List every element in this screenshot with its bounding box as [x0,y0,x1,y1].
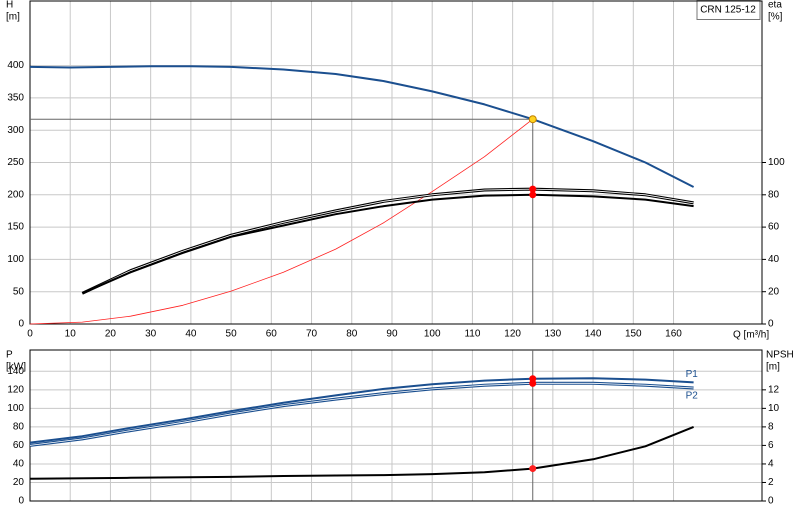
y-tick-label: 100 [7,403,24,414]
x-tick-label: 50 [226,329,238,340]
y-tick-label: 120 [7,384,24,395]
series-line-inner [29,382,694,446]
y-tick-label: 350 [7,93,24,104]
x-tick-label: 160 [665,329,682,340]
duty-marker [529,379,537,387]
x-tick-label: 10 [65,329,77,340]
y-tick-label: 200 [7,189,24,200]
y-axis-unit: [m] [6,12,20,23]
y2-tick-label: 10 [768,403,780,414]
x-tick-label: 140 [585,329,602,340]
y2-axis-label: eta [768,0,782,11]
y2-tick-label: 80 [768,189,780,200]
series-line [29,377,694,444]
y-axis-unit: [kW] [6,362,26,373]
x-tick-label: 150 [625,329,642,340]
y2-tick-label: 8 [768,422,774,433]
x-tick-label: 110 [464,329,480,340]
y2-tick-label: 2 [768,477,774,488]
x-axis-label: Q [m³/h] [733,330,769,341]
y2-tick-label: 4 [768,459,774,470]
y-tick-label: 150 [7,222,24,233]
y-tick-label: 140 [7,366,24,377]
model-label: CRN 125-12 [700,5,756,16]
y-tick-label: 80 [13,422,25,433]
x-tick-label: 80 [346,329,358,340]
x-tick-label: 70 [306,329,318,340]
y-tick-label: 100 [7,254,24,265]
duty-marker [529,191,537,199]
series-line [29,118,533,325]
series-line-inner [82,188,694,294]
y2-tick-label: 0 [768,319,774,330]
series-line [29,425,694,480]
y-tick-label: 40 [13,459,25,470]
series-line [29,65,695,188]
y2-tick-label: 100 [768,157,785,168]
duty-marker [528,115,537,124]
x-tick-label: 120 [504,329,521,340]
x-tick-label: 0 [27,329,33,340]
x-tick-label: 130 [545,329,562,340]
y2-tick-label: 60 [768,222,780,233]
y2-tick-label: 20 [768,286,780,297]
duty-marker [529,185,537,193]
y2-axis-unit: [%] [768,12,783,23]
y-tick-label: 0 [18,319,24,330]
x-tick-label: 40 [185,329,197,340]
series-label: P1 [686,369,699,380]
plot-frame [29,349,763,502]
x-tick-label: 60 [266,329,278,340]
y-axis-label: H [6,0,13,11]
x-tick-label: 30 [145,329,157,340]
y2-tick-label: 40 [768,254,780,265]
y2-axis-label: NPSH [766,350,794,361]
y-tick-label: 60 [13,440,25,451]
y-tick-label: 50 [13,286,25,297]
y2-tick-label: 12 [768,384,780,395]
y-tick-label: 250 [7,157,24,168]
series-label: P2 [686,391,699,402]
duty-marker [529,465,537,473]
y2-tick-label: 6 [768,440,774,451]
plot-frame [29,0,763,325]
series-line [81,193,694,295]
y2-tick-label: 0 [768,496,774,507]
y-tick-label: 0 [18,496,24,507]
x-tick-label: 20 [105,329,117,340]
y-axis-label: P [6,350,13,361]
y2-axis-unit: [m] [766,362,780,373]
x-tick-label: 100 [424,329,441,340]
y-tick-label: 20 [13,477,25,488]
y-tick-label: 400 [7,60,24,71]
x-tick-label: 90 [386,329,398,340]
y-tick-label: 300 [7,125,24,136]
